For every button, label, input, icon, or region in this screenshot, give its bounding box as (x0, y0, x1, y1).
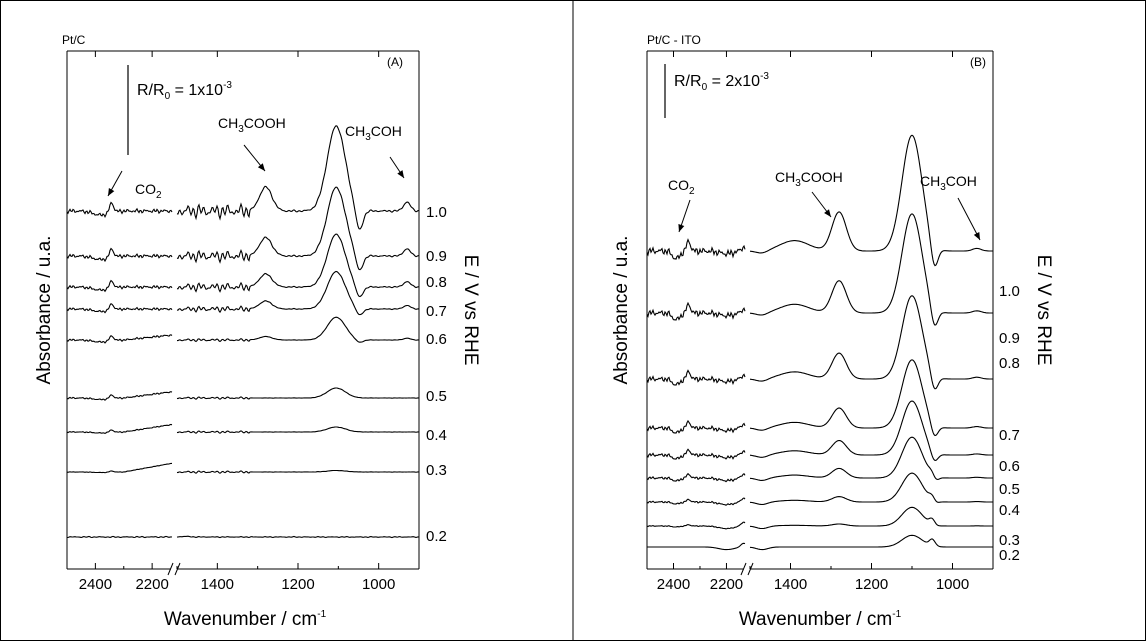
x-tick-label: 2400 (79, 576, 112, 593)
series-line (647, 542, 746, 551)
series-label: 1.0 (999, 283, 1020, 300)
series-label: 0.2 (426, 528, 447, 545)
series-label: 0.5 (426, 388, 447, 405)
panel-label: (B) (970, 55, 986, 69)
x-axis-label: Wavenumber / cm-1 (739, 609, 902, 630)
series-line (66, 247, 173, 263)
series-line (176, 270, 420, 316)
annotation-arrow (957, 197, 981, 241)
series-line (176, 426, 419, 434)
series-line (646, 238, 746, 260)
right-axis-label: E / V vs RHE (460, 255, 481, 366)
series-label: 0.9 (426, 248, 447, 265)
x-tick-label: 2200 (135, 576, 168, 593)
x-tick-label: 1000 (362, 576, 395, 593)
panel-label: (A) (387, 55, 403, 69)
peak-annotation: CH3COOH (218, 115, 286, 135)
axis-break-mark (740, 562, 747, 576)
arrow-head (973, 232, 980, 240)
series-line (66, 423, 173, 435)
arrow-head (824, 209, 831, 217)
series-line (749, 400, 993, 461)
series-label: 0.4 (999, 502, 1020, 519)
series-line (66, 302, 173, 314)
series-line (749, 213, 993, 326)
series-label: 1.0 (426, 204, 447, 221)
x-tick-label: 2400 (657, 576, 690, 593)
series-label: 0.3 (999, 532, 1020, 549)
series-line (749, 134, 993, 267)
arrow-head (397, 170, 404, 178)
peak-annotation: CH3COOH (775, 169, 843, 189)
panel-title: Pt/C - ITO (647, 33, 701, 47)
series-label: 0.8 (426, 274, 447, 291)
panel-title: Pt/C (62, 33, 86, 47)
series-line (176, 387, 419, 400)
series-line (176, 469, 419, 474)
arrow-head (108, 188, 115, 196)
y-axis-label: Absorbance / u.a. (611, 236, 632, 385)
series-line (176, 233, 419, 298)
series-line (749, 436, 993, 481)
series-line (66, 391, 173, 401)
peak-annotation: CH3COH (920, 173, 977, 193)
series-label: 0.7 (426, 303, 447, 320)
x-tick-label: 1400 (201, 576, 234, 593)
series-line (66, 462, 172, 474)
series-line (646, 521, 746, 530)
series-line (749, 295, 993, 390)
series-line (749, 506, 993, 530)
series-label: 0.7 (999, 427, 1020, 444)
scale-bar-label: R/R0 = 1x10-3 (137, 80, 232, 102)
series-line (177, 316, 419, 343)
series-label: 0.8 (999, 355, 1020, 372)
series-line (646, 369, 746, 386)
right-axis-label: E / V vs RHE (1033, 255, 1054, 366)
axis-break-mark (167, 562, 174, 576)
series-label: 0.3 (426, 462, 447, 479)
series-label: 0.5 (999, 481, 1020, 498)
panel-b: 2400 2200 1400 1200 1000 1.0 0.9 0.8 0.7 0.6 0.5 0.… (611, 33, 1054, 630)
series-line (646, 301, 746, 321)
x-axis-label: Wavenumber / cm-1 (164, 609, 327, 630)
peak-annotation: CO2 (135, 181, 162, 201)
x-tick-label: 2200 (710, 576, 743, 593)
series-line (749, 472, 993, 506)
arrow-head (678, 224, 685, 232)
panel-a: 2400 2200 1400 1200 1000 1.0 0.9 0.8 0.7 0.6 0.5 0.… (34, 33, 481, 630)
series-line (646, 497, 746, 506)
series-line (749, 359, 993, 437)
series-label: 0.6 (426, 331, 447, 348)
series-line (66, 279, 173, 293)
series-line (176, 125, 419, 230)
series-line (176, 535, 419, 539)
series-line (646, 472, 746, 483)
series-line (646, 448, 746, 460)
series-label: 0.6 (999, 458, 1020, 475)
series-line (67, 535, 173, 539)
series-line (749, 534, 993, 551)
series-line (646, 419, 746, 434)
series-label: 0.9 (999, 330, 1020, 347)
arrow-head (257, 163, 265, 171)
peak-annotation: CO2 (668, 177, 695, 197)
y-axis-label: Absorbance / u.a. (34, 236, 55, 385)
series-line (66, 201, 173, 219)
series-label: 0.2 (999, 547, 1020, 564)
scale-bar-label: R/R0 = 2x10-3 (674, 71, 769, 93)
series-label: 0.4 (426, 427, 447, 444)
x-tick-label: 1200 (855, 576, 888, 593)
peak-annotation: CH3COH (345, 123, 402, 143)
series-line (66, 334, 173, 344)
x-tick-label: 1000 (936, 576, 969, 593)
x-tick-label: 1400 (774, 576, 807, 593)
x-tick-label: 1200 (281, 576, 314, 593)
series-line (176, 186, 419, 271)
